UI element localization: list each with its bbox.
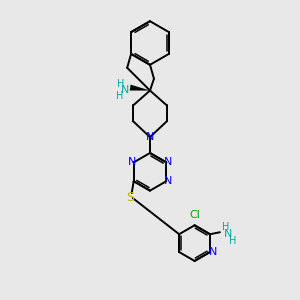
Text: N: N: [164, 158, 172, 167]
Text: N: N: [209, 247, 217, 257]
Text: H: H: [117, 79, 124, 88]
Text: N: N: [146, 132, 154, 142]
Text: H: H: [116, 91, 123, 100]
Text: H: H: [222, 222, 230, 232]
Text: N: N: [224, 229, 232, 239]
Text: N: N: [164, 176, 172, 186]
Text: H: H: [229, 236, 236, 246]
Text: N: N: [121, 85, 129, 94]
Text: Cl: Cl: [189, 210, 200, 220]
Text: N: N: [128, 158, 136, 167]
Polygon shape: [130, 85, 150, 91]
Text: S: S: [126, 190, 134, 204]
